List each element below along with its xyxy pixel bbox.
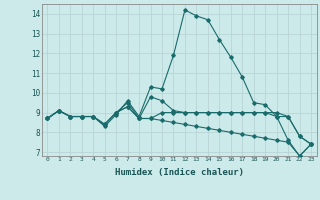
X-axis label: Humidex (Indice chaleur): Humidex (Indice chaleur) [115,168,244,177]
